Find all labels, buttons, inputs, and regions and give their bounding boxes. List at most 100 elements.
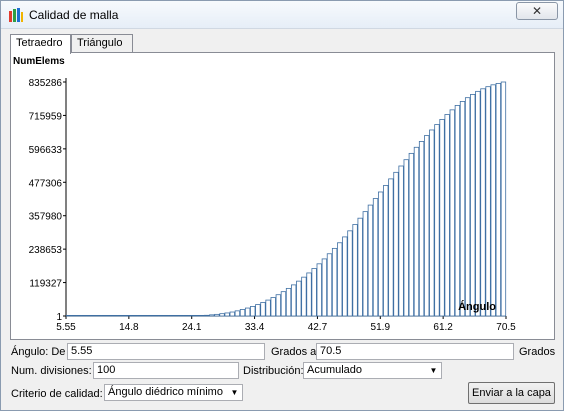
bar bbox=[117, 315, 122, 316]
bar bbox=[164, 315, 169, 316]
bar bbox=[337, 243, 342, 316]
bar bbox=[353, 225, 358, 316]
bar bbox=[138, 315, 143, 316]
bar bbox=[204, 315, 209, 316]
x-tick-label: 14.8 bbox=[119, 322, 139, 333]
bar bbox=[87, 315, 92, 316]
y-tick-label: 715959 bbox=[29, 111, 63, 122]
bar bbox=[455, 105, 460, 316]
bar bbox=[153, 315, 158, 316]
bar bbox=[123, 315, 128, 316]
bar bbox=[450, 110, 455, 316]
bar bbox=[102, 315, 107, 316]
bar bbox=[225, 313, 230, 316]
degrees-to-label: Grados a bbox=[271, 346, 316, 358]
tab-triangulo[interactable]: Triángulo bbox=[71, 34, 133, 53]
bar bbox=[414, 147, 419, 316]
bar bbox=[143, 315, 148, 316]
bar bbox=[389, 179, 394, 316]
close-icon: ✕ bbox=[532, 4, 542, 18]
bar bbox=[189, 315, 194, 316]
divisions-input[interactable]: 100 bbox=[93, 362, 239, 379]
bar bbox=[481, 89, 486, 316]
bar bbox=[281, 292, 286, 316]
bar bbox=[470, 94, 475, 316]
bar bbox=[394, 172, 399, 316]
bar bbox=[276, 295, 281, 316]
y-tick-label: 119327 bbox=[29, 279, 62, 290]
bar bbox=[245, 308, 250, 316]
x-axis-label: Ángulo bbox=[458, 300, 496, 313]
bar bbox=[460, 101, 465, 316]
bar bbox=[66, 315, 71, 316]
angle-from-input[interactable]: 5.55 bbox=[67, 343, 265, 360]
close-button[interactable]: ✕ bbox=[516, 2, 558, 20]
bar bbox=[133, 315, 138, 316]
bar bbox=[501, 82, 506, 316]
bar bbox=[199, 315, 204, 316]
title-bar: Calidad de malla ✕ bbox=[1, 1, 563, 29]
bar bbox=[174, 315, 179, 316]
tab-label: Triángulo bbox=[77, 37, 122, 49]
bar bbox=[424, 136, 429, 316]
bar bbox=[240, 309, 245, 316]
distribution-select[interactable]: Acumulado ▼ bbox=[303, 362, 442, 379]
bar bbox=[409, 153, 414, 316]
bar bbox=[266, 300, 271, 316]
bar bbox=[158, 315, 163, 316]
bar bbox=[82, 315, 87, 316]
bar bbox=[343, 237, 348, 316]
x-tick-label: 42.7 bbox=[308, 322, 328, 333]
send-to-layer-button[interactable]: Enviar a la capa bbox=[468, 382, 555, 404]
tab-tetraedro[interactable]: Tetraedro bbox=[10, 34, 71, 54]
bar bbox=[286, 288, 291, 316]
bar bbox=[307, 273, 312, 316]
bar bbox=[332, 248, 337, 316]
bar bbox=[71, 315, 76, 316]
bar bbox=[220, 314, 225, 316]
bar bbox=[476, 91, 481, 316]
bar bbox=[327, 254, 332, 316]
bar bbox=[312, 268, 317, 316]
send-button-label: Enviar a la capa bbox=[472, 387, 551, 399]
bar bbox=[194, 315, 199, 316]
distribution-label: Distribución: bbox=[243, 365, 304, 377]
bar bbox=[348, 231, 353, 316]
y-tick-label: 477306 bbox=[29, 178, 63, 189]
window-title: Calidad de malla bbox=[29, 8, 118, 22]
x-tick-label: 70.5 bbox=[496, 322, 516, 333]
y-tick-label: 835286 bbox=[29, 78, 63, 89]
bar bbox=[261, 302, 266, 316]
bar bbox=[230, 312, 235, 316]
chevron-down-icon: ▼ bbox=[228, 386, 241, 399]
bar bbox=[291, 285, 296, 316]
bar bbox=[112, 315, 117, 316]
bar bbox=[250, 306, 255, 316]
bar bbox=[97, 315, 102, 316]
bar bbox=[107, 315, 112, 316]
bar bbox=[419, 141, 424, 316]
bar bbox=[399, 166, 404, 316]
bar bbox=[404, 160, 409, 316]
bar bbox=[297, 281, 302, 316]
divisions-label: Num. divisiones: bbox=[11, 365, 92, 377]
bar bbox=[465, 98, 470, 316]
distribution-value: Acumulado bbox=[307, 364, 362, 376]
app-icon bbox=[8, 7, 24, 23]
bar bbox=[302, 277, 307, 316]
x-tick-label: 5.55 bbox=[56, 322, 76, 333]
bar bbox=[92, 315, 97, 316]
bar bbox=[215, 314, 220, 316]
y-axis-label: NumElems bbox=[13, 56, 65, 67]
chevron-down-icon: ▼ bbox=[427, 364, 440, 377]
y-tick-label: 596633 bbox=[29, 145, 63, 156]
criterion-select[interactable]: Ángulo diédrico mínimo ▼ bbox=[104, 384, 243, 401]
bar bbox=[317, 264, 322, 316]
bar bbox=[430, 130, 435, 316]
x-tick-label: 51.9 bbox=[371, 322, 391, 333]
bar bbox=[210, 315, 215, 316]
x-tick-label: 61.2 bbox=[433, 322, 453, 333]
angle-to-input[interactable]: 70.5 bbox=[316, 343, 514, 360]
bar bbox=[435, 125, 440, 316]
